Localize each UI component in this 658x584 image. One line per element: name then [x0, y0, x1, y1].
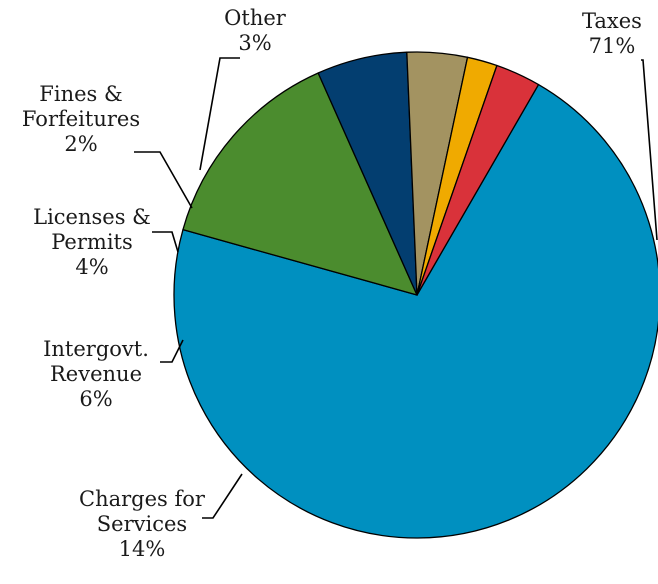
slice-label-line: Charges for	[79, 487, 206, 511]
slice-label-line: Intergovt.	[43, 337, 149, 361]
slice-label-line: Permits	[51, 230, 133, 254]
pie-slices	[173, 51, 658, 539]
slice-label-line: 71%	[589, 34, 636, 58]
slice-label-line: Forfeitures	[22, 107, 140, 131]
pie-slice-other	[416, 64, 540, 296]
slice-label-line: Taxes	[582, 9, 642, 33]
slice-label-line: Services	[97, 512, 187, 536]
pie-slice-taxes	[173, 83, 658, 539]
slice-label-licenses-and-permits: Licenses & Permits 4%	[33, 205, 151, 279]
slice-label-line: Revenue	[50, 362, 142, 386]
slice-label-line: 6%	[79, 387, 112, 411]
pie-slice-charges-for-services	[182, 72, 418, 296]
slice-label-line: 3%	[238, 31, 271, 55]
leader-line-charges-for-services	[202, 473, 243, 519]
slice-label-intergovt-revenue: Intergovt. Revenue 6%	[43, 337, 149, 411]
slice-label-line: Fines &	[39, 82, 122, 106]
slice-label-line: Licenses &	[33, 205, 151, 229]
slice-label-line: 2%	[64, 132, 97, 156]
slice-labels: Taxes 71% Charges for Services 14% Intergovt.…	[22, 6, 642, 561]
slice-label-line: 4%	[75, 255, 108, 279]
slice-label-taxes: Taxes 71%	[582, 9, 642, 58]
leader-lines	[134, 57, 658, 519]
leader-line-taxes	[641, 59, 658, 241]
slice-label-charges-for-services: Charges for Services 14%	[79, 487, 206, 561]
slice-label-other: Other 3%	[224, 6, 287, 55]
leader-line-licenses-and-permits	[152, 231, 179, 253]
leader-line-intergovt-revenue	[160, 339, 184, 363]
leader-line-other	[199, 57, 240, 171]
slice-label-line: Other	[224, 6, 287, 30]
leader-line-fines-and-forfeitures	[134, 151, 193, 209]
slice-label-fines-and-forfeitures: Fines & Forfeitures 2%	[22, 82, 140, 156]
slice-label-line: 14%	[119, 537, 166, 561]
